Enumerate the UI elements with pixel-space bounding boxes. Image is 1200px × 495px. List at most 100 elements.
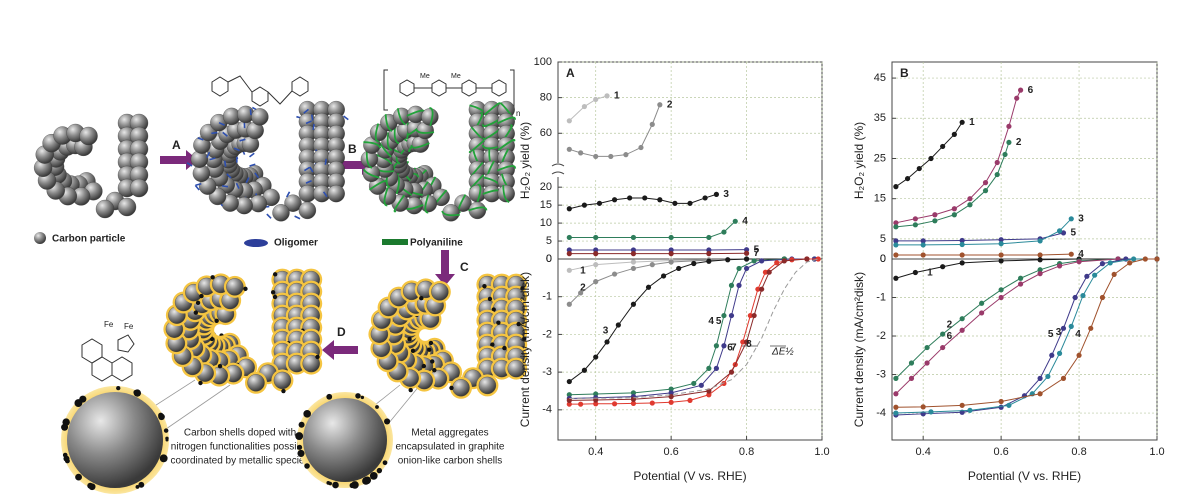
- carbon-ball: [117, 197, 137, 217]
- metal-dot: [243, 286, 248, 292]
- carbon-ball: [251, 108, 269, 126]
- oligomer-dash: [218, 121, 225, 126]
- oligomer-dash: [226, 173, 232, 179]
- structure-label: Me: [451, 73, 461, 80]
- y-tick-label: 0: [880, 253, 886, 265]
- carbon-ball: [497, 184, 515, 203]
- metal-dot: [138, 481, 145, 488]
- legend-text: Polyaniline: [410, 238, 463, 249]
- series-line: [568, 95, 608, 122]
- data-point: [728, 282, 735, 288]
- polyaniline-strand: [496, 116, 516, 125]
- data-point: [593, 234, 599, 241]
- polyaniline-strand: [429, 106, 434, 127]
- metal-dot: [64, 458, 70, 464]
- data-point: [566, 247, 572, 253]
- carbon-ball: [507, 359, 525, 378]
- data-point: [566, 397, 572, 404]
- series-label: 5: [754, 244, 760, 255]
- data-point: [1056, 228, 1063, 234]
- carbon-ball: [298, 201, 317, 220]
- oligomer-dash: [254, 172, 260, 179]
- structure-label: Fe: [104, 320, 114, 329]
- carbon-ball: [478, 376, 497, 395]
- data-point: [1076, 352, 1082, 358]
- metal-dot: [502, 345, 507, 351]
- data-point: [994, 171, 1000, 178]
- metal-dot: [195, 300, 201, 306]
- metal-dot: [490, 342, 495, 347]
- series-line: [895, 232, 1064, 242]
- data-point: [743, 256, 750, 262]
- data-point: [593, 251, 599, 257]
- data-point: [1084, 273, 1090, 279]
- polyaniline-strand: [383, 187, 389, 207]
- data-point: [736, 265, 742, 272]
- polyaniline-strand: [424, 194, 430, 214]
- series-line: [569, 220, 736, 238]
- metal-dot: [62, 418, 70, 426]
- data-point: [566, 206, 572, 212]
- y-tick-label: 5: [880, 233, 886, 245]
- data-point: [1037, 375, 1043, 381]
- oligomer-dash: [186, 162, 193, 167]
- data-point: [706, 365, 712, 371]
- structure-label: Fe: [124, 322, 134, 331]
- series-label: 5: [716, 316, 722, 327]
- data-point: [623, 152, 629, 158]
- metal-dot: [159, 454, 168, 463]
- data-point: [593, 279, 599, 285]
- polyaniline-strand: [362, 168, 380, 179]
- polyaniline-structure: [383, 69, 515, 111]
- data-point: [951, 131, 957, 137]
- carbon-ball: [452, 379, 470, 397]
- series-label: 1: [580, 265, 586, 276]
- step-label: C: [460, 260, 469, 274]
- axis-break: [552, 163, 564, 177]
- y-tick-label: 10: [540, 217, 552, 229]
- data-point: [593, 397, 599, 403]
- metal-dot: [332, 481, 339, 489]
- metal-dot: [487, 296, 493, 302]
- data-point: [940, 264, 946, 270]
- metal-dot: [315, 354, 320, 360]
- data-point: [611, 271, 618, 277]
- data-point: [920, 404, 926, 410]
- polyaniline-strand: [374, 123, 380, 143]
- series-label: 1: [927, 267, 933, 278]
- polyaniline-strand: [502, 185, 510, 203]
- data-point: [668, 247, 674, 253]
- y-tick-label: 100: [534, 56, 552, 68]
- oligomer-dash: [223, 160, 227, 167]
- metal-dot: [516, 321, 521, 327]
- y-axis-label: Current density (mA/cm²disk): [852, 272, 866, 427]
- carbon-ball: [247, 374, 265, 392]
- data-point: [979, 310, 985, 316]
- data-point: [893, 242, 899, 248]
- series-line: [895, 258, 1119, 279]
- data-point: [1107, 260, 1113, 266]
- data-point: [721, 312, 727, 319]
- data-point: [736, 282, 742, 288]
- data-point: [668, 234, 674, 241]
- series-label: 6: [947, 331, 953, 342]
- data-point: [1127, 260, 1133, 266]
- data-point: [638, 144, 644, 151]
- series-label: 5: [1048, 329, 1054, 340]
- metal-dot: [428, 340, 434, 346]
- data-point: [668, 386, 674, 392]
- y-tick-label: 5: [546, 235, 552, 247]
- data-point: [959, 327, 965, 333]
- oligomer-dash: [305, 120, 312, 125]
- data-point: [789, 257, 795, 263]
- data-point: [578, 150, 584, 156]
- data-point: [630, 259, 637, 265]
- series-label: 4: [1078, 249, 1084, 260]
- oligomer-dash: [303, 166, 310, 172]
- data-point: [578, 401, 584, 407]
- carbon-ball: [129, 178, 149, 198]
- oligomer-dash: [312, 123, 315, 131]
- metal-dot: [522, 336, 527, 341]
- frame-b: [891, 61, 1158, 441]
